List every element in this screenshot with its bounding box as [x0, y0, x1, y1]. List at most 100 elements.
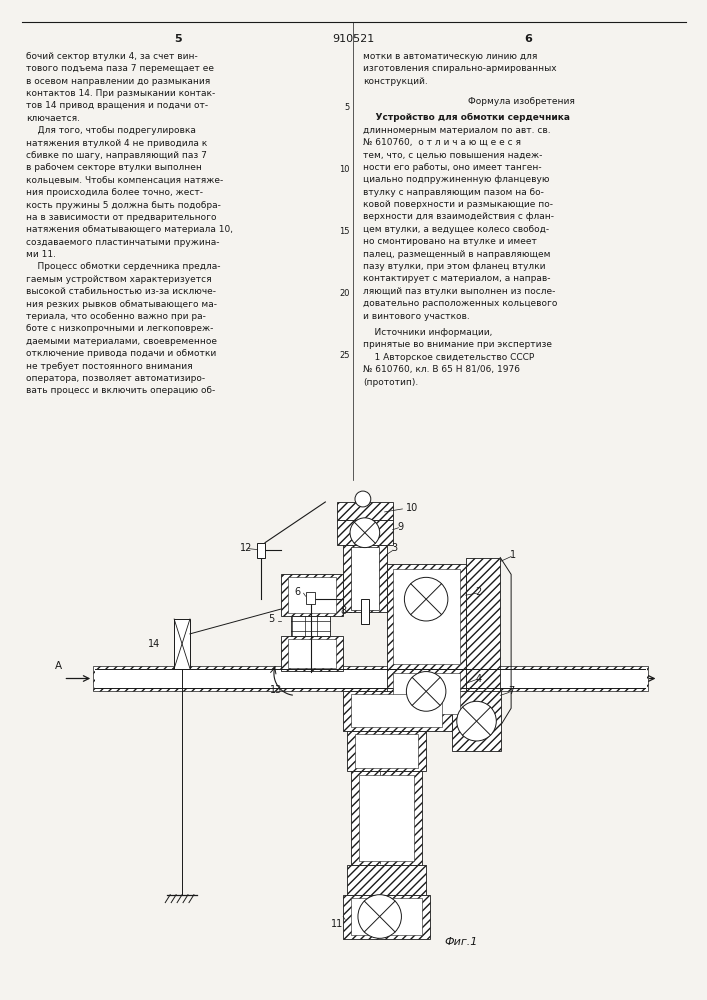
Bar	[291, 616, 330, 636]
Text: тем, что, с целью повышения надеж-: тем, что, с целью повышения надеж-	[363, 150, 542, 159]
Bar	[257, 543, 265, 558]
Text: 5: 5	[268, 614, 274, 624]
Text: № 610760,  о т л и ч а ю щ е е с я: № 610760, о т л и ч а ю щ е е с я	[363, 138, 521, 147]
Text: тового подъема паза 7 перемещает ее: тового подъема паза 7 перемещает ее	[26, 64, 214, 73]
Bar	[93, 666, 648, 691]
Text: 13: 13	[270, 685, 282, 695]
Text: длинномерным материалом по авт. св.: длинномерным материалом по авт. св.	[363, 126, 551, 135]
Bar	[361, 599, 369, 624]
Bar	[351, 694, 442, 727]
Bar	[351, 771, 422, 865]
Text: на в зависимости от предварительного: на в зависимости от предварительного	[26, 213, 216, 222]
Bar	[466, 558, 501, 726]
Circle shape	[404, 577, 448, 621]
Bar	[452, 691, 501, 751]
Text: 8: 8	[340, 606, 346, 616]
Bar	[337, 502, 392, 520]
Text: изготовления спирально-армированных: изготовления спирально-армированных	[363, 64, 556, 73]
Bar	[305, 592, 315, 604]
Bar	[387, 669, 466, 718]
Bar	[359, 775, 414, 861]
Bar	[95, 669, 646, 688]
Circle shape	[350, 518, 380, 548]
Bar	[288, 639, 337, 668]
Text: 7: 7	[508, 686, 514, 696]
Text: Устройство для обмотки сердечника: Устройство для обмотки сердечника	[363, 113, 570, 122]
Text: 6: 6	[524, 34, 532, 44]
Text: оператора, позволяет автоматизиро-: оператора, позволяет автоматизиро-	[26, 374, 205, 383]
Text: № 610760, кл. В 65 Н 81/06, 1976: № 610760, кл. В 65 Н 81/06, 1976	[363, 365, 520, 374]
Text: в рабочем секторе втулки выполнен: в рабочем секторе втулки выполнен	[26, 163, 201, 172]
Text: 11: 11	[331, 919, 344, 929]
Text: принятые во внимание при экспертизе: принятые во внимание при экспертизе	[363, 340, 552, 349]
Text: конструкций.: конструкций.	[363, 77, 428, 86]
Bar	[392, 569, 460, 664]
Text: создаваемого пластинчатыми пружина-: создаваемого пластинчатыми пружина-	[26, 238, 219, 247]
Text: 10: 10	[339, 165, 350, 174]
Text: ния происходила более точно, жест-: ния происходила более точно, жест-	[26, 188, 203, 197]
Bar	[343, 895, 430, 939]
Bar	[281, 574, 343, 616]
Bar	[392, 673, 460, 714]
Text: A: A	[55, 661, 62, 671]
Bar	[351, 547, 379, 610]
Circle shape	[355, 491, 370, 507]
Bar	[337, 520, 392, 545]
Text: тов 14 привод вращения и подачи от-: тов 14 привод вращения и подачи от-	[26, 101, 208, 110]
Text: ности его работы, оно имеет танген-: ности его работы, оно имеет танген-	[363, 163, 542, 172]
Text: кольцевым. Чтобы компенсация натяже-: кольцевым. Чтобы компенсация натяже-	[26, 176, 223, 185]
Text: натяжения втулкой 4 не приводила к: натяжения втулкой 4 не приводила к	[26, 139, 207, 148]
Text: Процесс обмотки сердечника предла-: Процесс обмотки сердечника предла-	[26, 262, 221, 271]
Text: 15: 15	[339, 227, 350, 236]
Bar	[347, 865, 426, 895]
Text: контактирует с материалом, а направ-: контактирует с материалом, а направ-	[363, 274, 550, 283]
Text: 5: 5	[175, 34, 182, 44]
Text: ковой поверхности и размыкающие по-: ковой поверхности и размыкающие по-	[363, 200, 553, 209]
Text: 6: 6	[295, 587, 300, 597]
Text: втулку с направляющим пазом на бо-: втулку с направляющим пазом на бо-	[363, 188, 544, 197]
Text: и винтового участков.: и винтового участков.	[363, 312, 469, 321]
Circle shape	[457, 701, 496, 741]
Bar	[351, 898, 422, 935]
Text: циально подпружиненную фланцевую: циально подпружиненную фланцевую	[363, 175, 549, 184]
Text: 2: 2	[475, 587, 481, 597]
Text: Фиг.1: Фиг.1	[444, 937, 477, 947]
Text: пазу втулки, при этом фланец втулки: пазу втулки, при этом фланец втулки	[363, 262, 545, 271]
Text: не требует постоянного внимания: не требует постоянного внимания	[26, 362, 192, 371]
Text: натяжения обматывающего материала 10,: натяжения обматывающего материала 10,	[26, 225, 233, 234]
Text: довательно расположенных кольцевого: довательно расположенных кольцевого	[363, 299, 557, 308]
Text: кость пружины 5 должна быть подобра-: кость пружины 5 должна быть подобра-	[26, 201, 221, 210]
Text: 5: 5	[345, 103, 350, 112]
Text: палец, размещенный в направляющем: палец, размещенный в направляющем	[363, 250, 550, 259]
Text: 14: 14	[148, 639, 160, 649]
Text: контактов 14. При размыкании контак-: контактов 14. При размыкании контак-	[26, 89, 215, 98]
Text: Источники информации,: Источники информации,	[363, 328, 492, 337]
Text: отключение привода подачи и обмотки: отключение привода подачи и обмотки	[26, 349, 216, 358]
Text: 3: 3	[392, 543, 397, 553]
Text: ключается.: ключается.	[26, 114, 80, 123]
Bar	[343, 691, 452, 731]
Bar	[288, 577, 337, 613]
Text: ния резких рывков обматывающего ма-: ния резких рывков обматывающего ма-	[26, 300, 217, 309]
Bar	[355, 734, 419, 768]
Text: Для того, чтобы подрегулировка: Для того, чтобы подрегулировка	[26, 126, 196, 135]
Circle shape	[358, 895, 402, 938]
Text: в осевом направлении до размыкания: в осевом направлении до размыкания	[26, 77, 210, 86]
Text: 910521: 910521	[332, 34, 374, 44]
Text: высокой стабильностью из-за исключе-: высокой стабильностью из-за исключе-	[26, 287, 216, 296]
Text: 9: 9	[397, 522, 404, 532]
Text: ми 11.: ми 11.	[26, 250, 56, 259]
Text: 10: 10	[407, 503, 419, 513]
Bar	[343, 545, 387, 612]
Text: 20: 20	[339, 289, 350, 298]
Text: 1: 1	[510, 550, 516, 560]
Text: но смонтировано на втулке и имеет: но смонтировано на втулке и имеет	[363, 237, 537, 246]
Bar	[387, 564, 466, 669]
Text: сбивке по шагу, направляющий паз 7: сбивке по шагу, направляющий паз 7	[26, 151, 206, 160]
Circle shape	[407, 672, 446, 711]
Text: 4: 4	[475, 674, 481, 684]
Text: ляющий паз втулки выполнен из после-: ляющий паз втулки выполнен из после-	[363, 287, 555, 296]
Text: (прототип).: (прототип).	[363, 378, 418, 387]
Bar	[281, 636, 343, 671]
Text: бочий сектор втулки 4, за счет вин-: бочий сектор втулки 4, за счет вин-	[26, 52, 198, 61]
